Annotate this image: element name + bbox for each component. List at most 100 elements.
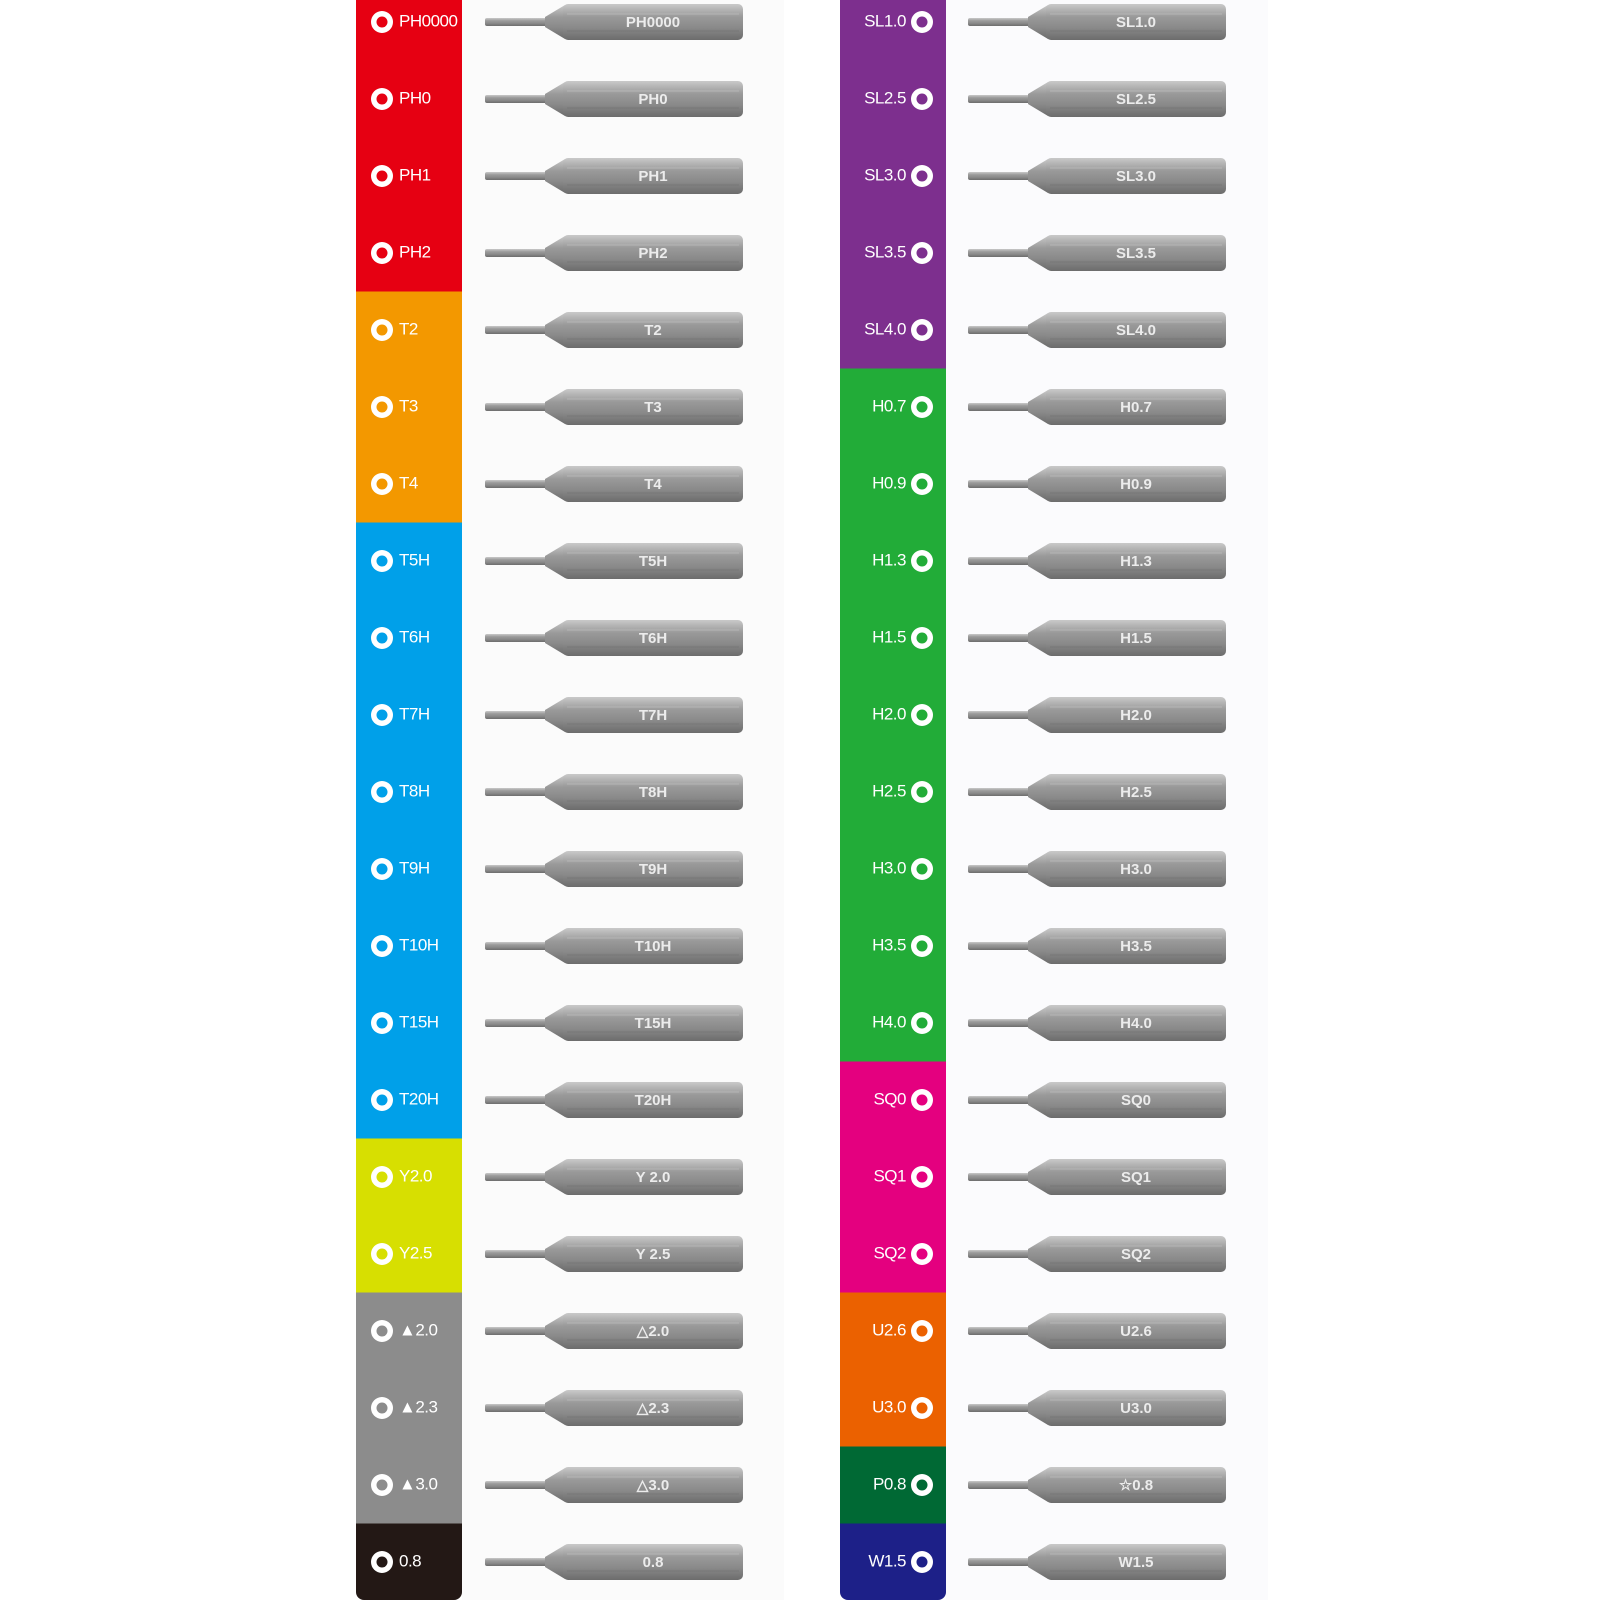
bit-tip bbox=[968, 95, 1030, 103]
bit: SQ2 bbox=[968, 1236, 1226, 1272]
type-icon-inner bbox=[916, 1171, 928, 1183]
bit: H0.7 bbox=[968, 389, 1226, 425]
bit-tip bbox=[968, 1558, 1030, 1566]
bit-tip bbox=[968, 711, 1030, 719]
bit-taper bbox=[545, 159, 565, 193]
bit-tip bbox=[968, 1096, 1030, 1104]
bit-type-label: H2.5 bbox=[872, 781, 906, 800]
bit-taper bbox=[1028, 775, 1048, 809]
bit: SL2.5 bbox=[968, 81, 1226, 117]
bit-type-label: SL3.5 bbox=[864, 242, 906, 261]
bit-label: SL4.0 bbox=[1116, 322, 1156, 339]
bit-taper bbox=[545, 467, 565, 501]
bit-taper bbox=[545, 852, 565, 886]
bit-taper bbox=[1028, 82, 1048, 116]
bit-tip bbox=[968, 634, 1030, 642]
bit-taper bbox=[1028, 1237, 1048, 1271]
bit-type-label: PH1 bbox=[399, 165, 431, 184]
bit-taper bbox=[545, 1314, 565, 1348]
bit-label: SL3.0 bbox=[1116, 168, 1156, 185]
bit-type-label: ▲2.0 bbox=[399, 1320, 438, 1339]
bit-tip bbox=[968, 403, 1030, 411]
bit: H2.0 bbox=[968, 697, 1226, 733]
bit-type-label: H0.9 bbox=[872, 473, 906, 492]
bit-taper bbox=[545, 929, 565, 963]
bit-taper bbox=[1028, 390, 1048, 424]
bit: H0.9 bbox=[968, 466, 1226, 502]
bit-type-label: H4.0 bbox=[872, 1012, 906, 1031]
bit-type-label: W1.5 bbox=[868, 1551, 906, 1570]
bit-type-label: SL4.0 bbox=[864, 319, 906, 338]
bit-tip bbox=[968, 1173, 1030, 1181]
type-icon-inner bbox=[916, 863, 928, 875]
bit-taper bbox=[1028, 1468, 1048, 1502]
bit-type-label: H2.0 bbox=[872, 704, 906, 723]
type-icon-inner bbox=[916, 786, 928, 798]
bit-taper bbox=[545, 1006, 565, 1040]
bit-type-label: 0.8 bbox=[399, 1551, 421, 1570]
bit-label: T8H bbox=[639, 784, 667, 801]
bit: ☆0.8 bbox=[968, 1467, 1226, 1503]
bit-tip bbox=[968, 1404, 1030, 1412]
bit-tip bbox=[485, 557, 547, 565]
bit-label: T2 bbox=[644, 322, 662, 339]
bit: H4.0 bbox=[968, 1005, 1226, 1041]
bit-tip bbox=[968, 788, 1030, 796]
bit-label: SQ1 bbox=[1121, 1169, 1151, 1186]
type-icon-inner bbox=[376, 1017, 388, 1029]
bit-tip bbox=[968, 942, 1030, 950]
type-icon-inner bbox=[376, 1248, 388, 1260]
bit-type-label: T5H bbox=[399, 550, 430, 569]
bit-taper bbox=[1028, 5, 1048, 39]
bit: Y 2.0 bbox=[485, 1159, 743, 1195]
bit-taper bbox=[545, 1468, 565, 1502]
bit-label: T15H bbox=[635, 1015, 672, 1032]
bit-tip bbox=[968, 18, 1030, 26]
bit-type-label: T10H bbox=[399, 935, 439, 954]
bit-label: △3.0 bbox=[636, 1477, 669, 1494]
bit: SQ0 bbox=[968, 1082, 1226, 1118]
bit-tip bbox=[485, 1404, 547, 1412]
type-icon-inner bbox=[916, 247, 928, 259]
bit-taper bbox=[1028, 1083, 1048, 1117]
bit-tip bbox=[968, 557, 1030, 565]
bit-label: Y 2.0 bbox=[636, 1169, 671, 1186]
bit-type-label: SL3.0 bbox=[864, 165, 906, 184]
bit-label: H3.5 bbox=[1120, 938, 1152, 955]
bit: T10H bbox=[485, 928, 743, 964]
bit: H3.5 bbox=[968, 928, 1226, 964]
type-icon-inner bbox=[376, 709, 388, 721]
bit-type-label: PH0 bbox=[399, 88, 431, 107]
type-icon-inner bbox=[916, 940, 928, 952]
bit-label: SL2.5 bbox=[1116, 91, 1156, 108]
bit-type-label: H3.0 bbox=[872, 858, 906, 877]
bit: U2.6 bbox=[968, 1313, 1226, 1349]
type-icon-inner bbox=[376, 1094, 388, 1106]
bit: 0.8 bbox=[485, 1544, 743, 1580]
bit-label: PH2 bbox=[638, 245, 667, 262]
type-icon-inner bbox=[376, 555, 388, 567]
bit-type-label: H1.5 bbox=[872, 627, 906, 646]
bit: T9H bbox=[485, 851, 743, 887]
type-icon-inner bbox=[376, 1325, 388, 1337]
bit-label: H2.0 bbox=[1120, 707, 1152, 724]
type-icon-inner bbox=[376, 478, 388, 490]
bit-tip bbox=[485, 1558, 547, 1566]
bit-tip bbox=[968, 172, 1030, 180]
type-icon-inner bbox=[376, 863, 388, 875]
bit-label: T7H bbox=[639, 707, 667, 724]
bit: H1.3 bbox=[968, 543, 1226, 579]
bit-taper bbox=[1028, 852, 1048, 886]
type-icon-inner bbox=[916, 16, 928, 28]
bit-taper bbox=[545, 313, 565, 347]
bit-label: U3.0 bbox=[1120, 1400, 1152, 1417]
bit-tip bbox=[485, 172, 547, 180]
bit-label: PH1 bbox=[638, 168, 667, 185]
bit-label: PH0000 bbox=[626, 14, 680, 31]
bit-type-label: U2.6 bbox=[872, 1320, 906, 1339]
type-icon-inner bbox=[916, 170, 928, 182]
bit-label: H0.7 bbox=[1120, 399, 1152, 416]
bit-type-label: H0.7 bbox=[872, 396, 906, 415]
bit: PH2 bbox=[485, 235, 743, 271]
bit-label: W1.5 bbox=[1118, 1554, 1153, 1571]
